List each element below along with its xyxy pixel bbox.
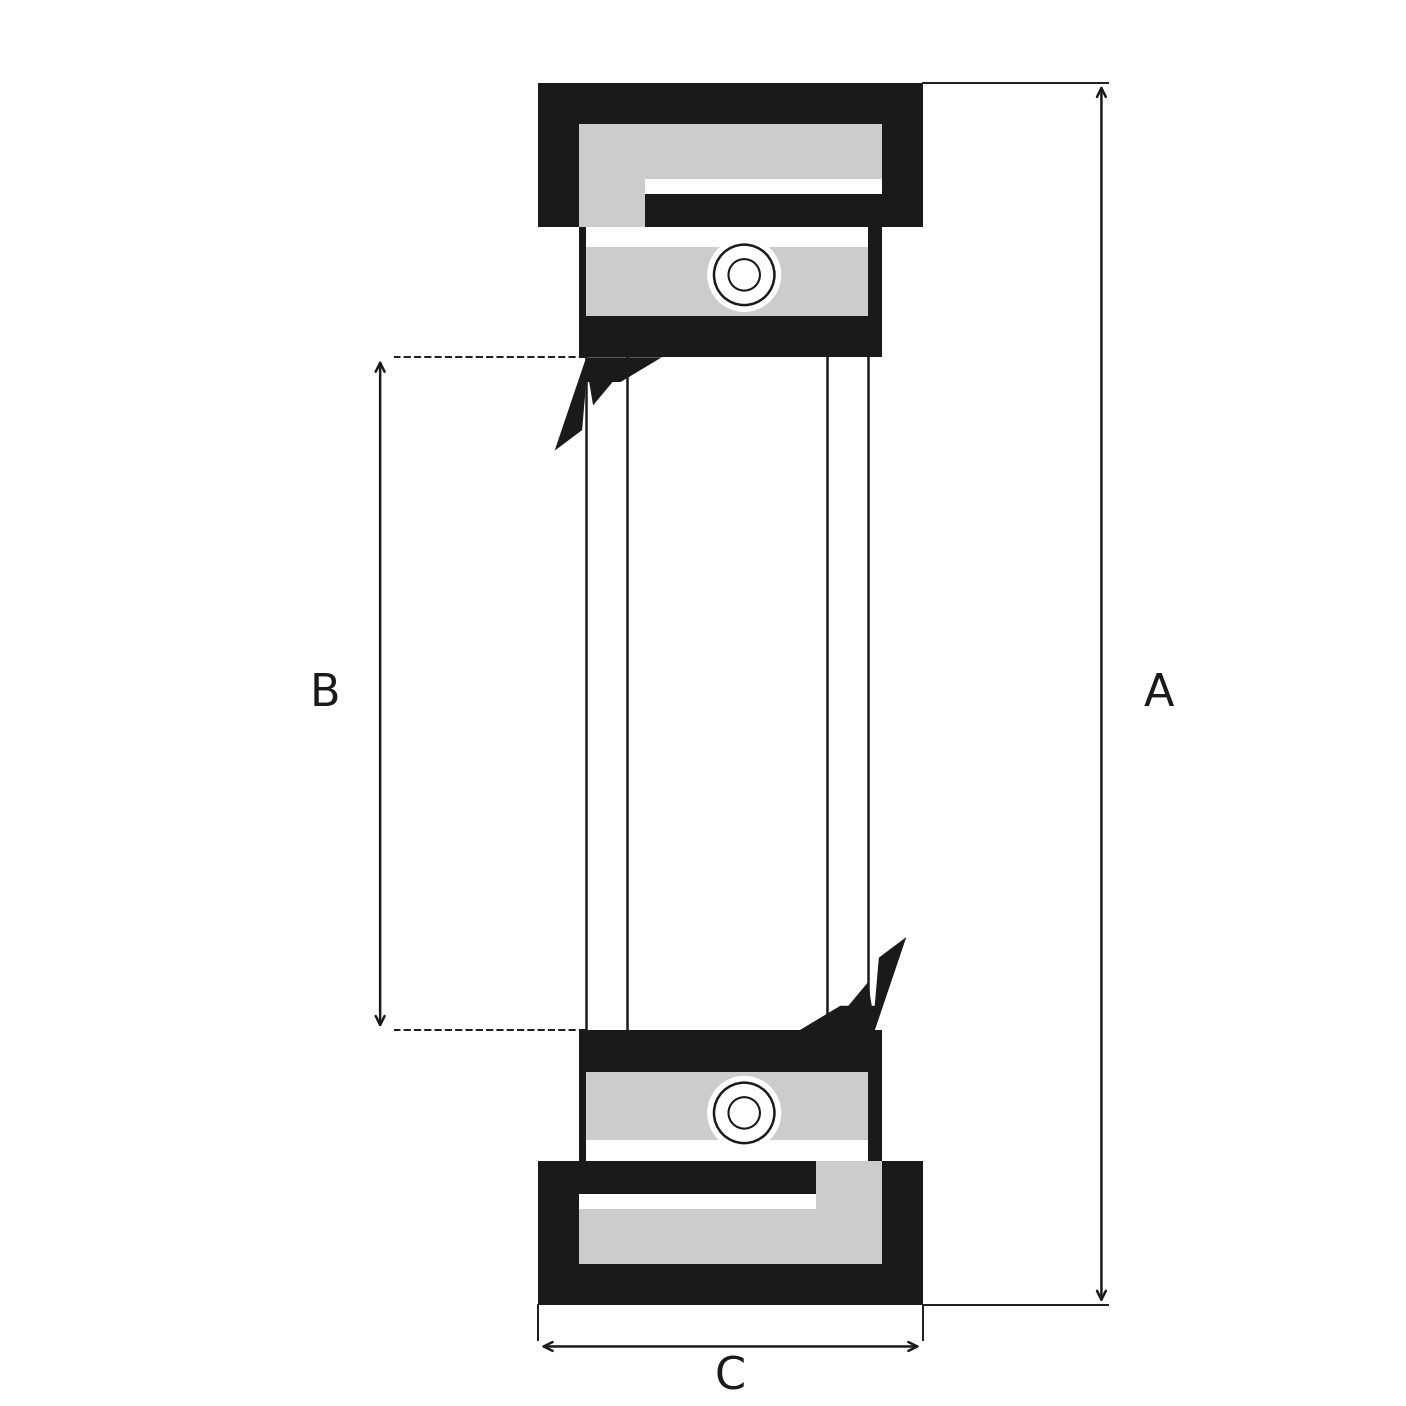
Polygon shape	[799, 936, 907, 1031]
Polygon shape	[882, 1161, 922, 1305]
Polygon shape	[554, 357, 662, 451]
Circle shape	[714, 1083, 775, 1143]
Polygon shape	[882, 83, 922, 226]
Polygon shape	[579, 1031, 882, 1071]
Polygon shape	[815, 1161, 882, 1264]
Polygon shape	[868, 1031, 882, 1161]
Circle shape	[707, 1076, 782, 1150]
Polygon shape	[868, 226, 882, 316]
Circle shape	[714, 245, 775, 305]
Polygon shape	[593, 194, 882, 226]
Polygon shape	[586, 364, 627, 405]
Polygon shape	[579, 124, 882, 179]
Polygon shape	[538, 83, 922, 124]
Polygon shape	[579, 316, 882, 357]
Polygon shape	[579, 124, 645, 226]
Polygon shape	[579, 1209, 882, 1264]
Polygon shape	[538, 1264, 922, 1305]
Polygon shape	[538, 1161, 579, 1305]
Text: C: C	[714, 1355, 747, 1398]
Polygon shape	[579, 1031, 586, 1161]
Polygon shape	[834, 983, 875, 1024]
Polygon shape	[538, 83, 579, 226]
Polygon shape	[586, 1071, 868, 1140]
Text: B: B	[309, 672, 340, 716]
Polygon shape	[579, 1161, 860, 1194]
Polygon shape	[586, 247, 868, 316]
Circle shape	[707, 238, 782, 312]
Polygon shape	[579, 226, 586, 357]
Text: A: A	[1144, 672, 1174, 716]
